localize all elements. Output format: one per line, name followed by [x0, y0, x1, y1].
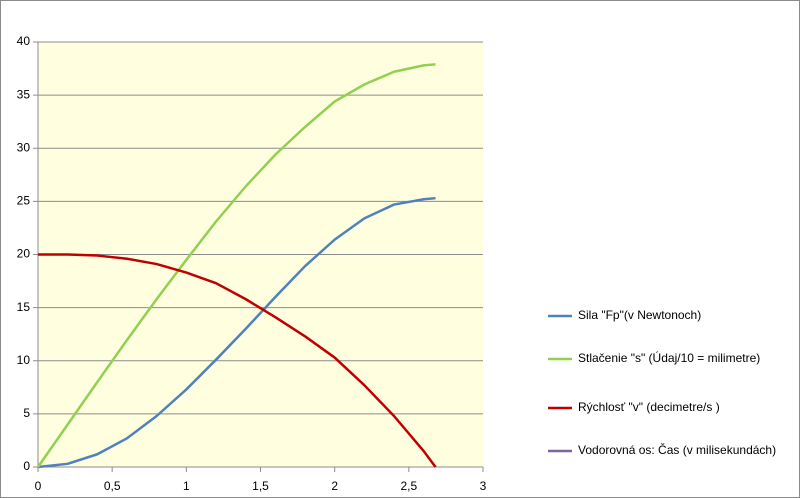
x-tick-label: 2: [331, 479, 338, 493]
series-line: [36, 63, 436, 468]
x-tick-label: 0,5: [104, 479, 121, 493]
x-tick-label: 1,5: [252, 479, 269, 493]
y-tick-label: 30: [17, 140, 31, 154]
y-tick-label: 35: [17, 87, 31, 101]
x-tick-label: 1: [183, 479, 190, 493]
y-tick-label: 25: [17, 194, 31, 208]
y-tick-label: 40: [17, 34, 31, 48]
y-tick-label: 20: [17, 247, 31, 261]
x-tick-label: 2,5: [400, 479, 417, 493]
y-tick-label: 0: [23, 459, 30, 473]
legend-label: Sila "Fp"(v Newtonoch): [578, 308, 701, 322]
y-tick-label: 15: [17, 300, 31, 314]
x-tick-label: 3: [480, 479, 487, 493]
y-tick-label: 10: [17, 353, 31, 367]
series-line: [37, 196, 436, 469]
legend-label: Rýchlosť "v" (decimetre/s ): [578, 400, 720, 414]
y-tick-label: 5: [23, 406, 30, 420]
legend-label: Stlačenie "s" (Údaj/10 = milimetre): [578, 350, 760, 365]
legend-label: Vodorovná os: Čas (v milisekundách): [578, 442, 776, 457]
series-line: [38, 253, 437, 468]
x-tick-label: 0: [35, 479, 42, 493]
